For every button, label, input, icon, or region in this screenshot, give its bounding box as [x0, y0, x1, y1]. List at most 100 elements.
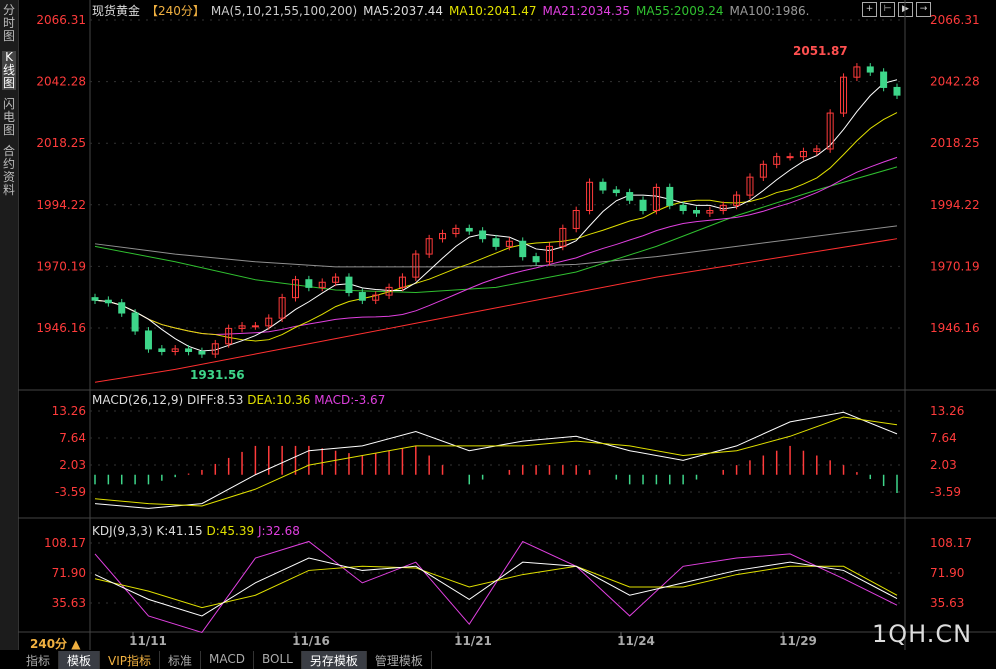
candle [318, 281, 326, 288]
candle [238, 325, 246, 329]
chart-header: 现货黄金 【240分】 MA(5,10,21,55,100,200) MA5:2037… [92, 2, 815, 19]
candle [372, 294, 380, 301]
candle [519, 240, 527, 258]
exit-icon[interactable]: → [916, 2, 931, 17]
x-tick-label: 11/16 [292, 634, 330, 648]
macd-y-tick-right: 2.03 [930, 458, 957, 472]
y-tick-left: 1970.19 [36, 259, 86, 273]
candle [746, 176, 754, 196]
candle [626, 192, 634, 201]
macd-y-tick-left: -3.59 [55, 485, 86, 499]
period-label: 【240分】 [146, 4, 205, 18]
low-annotation: 1931.56 [190, 368, 245, 382]
tab-4[interactable]: MACD [201, 651, 255, 669]
candle [385, 286, 393, 296]
tab-6[interactable]: 另存模板 [301, 651, 367, 669]
tab-5[interactable]: BOLL [254, 651, 302, 669]
candle [198, 350, 206, 355]
kdj-y-tick-left: 71.90 [52, 566, 86, 580]
candle [345, 276, 353, 294]
candle [465, 227, 473, 232]
kdj-y-tick-left: 35.63 [52, 596, 86, 610]
macd-y-tick-left: 7.64 [59, 431, 86, 445]
d-line [94, 565, 898, 609]
x-tick-label: 11/29 [779, 634, 817, 648]
candle [893, 86, 901, 96]
macd-label: MACD(26,12,9) [92, 393, 184, 407]
sidebar: 分时图 K线图闪电图合约资料 [0, 0, 19, 650]
diff-value: DIFF:8.53 [186, 393, 244, 407]
kdj-y-tick-right: 108.17 [930, 536, 972, 550]
tab-3[interactable]: 标准 [160, 651, 202, 669]
candle [425, 238, 433, 255]
sidebar-item-0[interactable]: 分时图 [2, 3, 15, 43]
candle [131, 312, 139, 332]
candle [786, 156, 794, 159]
sidebar-item-3[interactable]: 合约资料 [2, 144, 15, 197]
candle [505, 240, 513, 247]
dea-line [94, 416, 898, 507]
ma10-value: MA10:2041.47 [449, 4, 537, 18]
y-tick-right: 1994.22 [930, 198, 980, 212]
tab-2[interactable]: VIP指标 [100, 651, 161, 669]
ma55-line [94, 166, 898, 294]
candle [813, 148, 821, 153]
candle [719, 204, 727, 211]
tab-0[interactable]: 指标 [18, 651, 60, 669]
candle [599, 181, 607, 191]
candle [251, 325, 259, 328]
k-line [94, 557, 898, 617]
candle [158, 348, 166, 352]
y-tick-left: 2018.25 [36, 136, 86, 150]
candle [225, 327, 233, 345]
ma200-line [94, 238, 898, 383]
candle [666, 186, 674, 206]
tab-7[interactable]: 管理模板 [367, 651, 432, 669]
ma-label[interactable]: MA(5,10,21,55,100,200) [210, 4, 358, 18]
candle [799, 151, 807, 158]
candle [358, 292, 366, 301]
y-tick-left: 1994.22 [36, 198, 86, 212]
y-tick-left: 1946.16 [36, 321, 86, 335]
high-annotation: 2051.87 [793, 44, 848, 58]
candle [532, 256, 540, 263]
sidebar-item-1[interactable]: K线图 [2, 50, 16, 90]
x-tick-label: 11/24 [617, 634, 655, 648]
candle [292, 279, 299, 299]
zoom-in-icon[interactable]: ⊢ [880, 2, 895, 17]
y-tick-right: 2042.28 [930, 75, 980, 89]
kdj-y-tick-right: 35.63 [930, 596, 964, 610]
candle [693, 209, 700, 214]
crosshair-icon[interactable]: + [862, 2, 877, 17]
candle [332, 276, 340, 283]
y-tick-right: 2066.31 [930, 13, 980, 27]
candle [773, 156, 781, 165]
ma5-line [94, 79, 898, 352]
candle [278, 297, 286, 319]
candle [171, 348, 179, 352]
kdj-y-tick-right: 71.90 [930, 566, 964, 580]
price-chart[interactable]: 2066.31 2066.31 2042.28 2042.28 2018.25 2018.… [0, 0, 996, 650]
candle [305, 279, 313, 288]
candle [866, 66, 874, 73]
k-value: K:41.15 [156, 524, 203, 538]
period-selector[interactable]: 240分 ▲ [30, 637, 81, 651]
ma10-line [94, 112, 898, 342]
sidebar-item-2[interactable]: 闪电图 [2, 97, 15, 137]
y-tick-right: 1946.16 [930, 321, 980, 335]
macd-header: MACD(26,12,9) DIFF:8.53 DEA:10.36 MACD:-… [92, 393, 385, 407]
candle [639, 199, 647, 211]
candle [211, 343, 219, 355]
y-tick-right: 2018.25 [930, 136, 980, 150]
kdj-header: KDJ(9,3,3) K:41.15 D:45.39 J:32.68 [92, 524, 300, 538]
macd-y-tick-right: -3.59 [930, 485, 961, 499]
d-value: D:45.39 [206, 524, 255, 538]
instrument-title: 现货黄金 [92, 4, 141, 18]
candle [759, 163, 767, 178]
candle [104, 299, 112, 304]
candle [492, 238, 500, 247]
tab-1[interactable]: 模板 [59, 651, 101, 669]
watermark: 1QH.CN [872, 620, 973, 648]
candle [840, 76, 848, 114]
j-value: J:32.68 [257, 524, 300, 538]
